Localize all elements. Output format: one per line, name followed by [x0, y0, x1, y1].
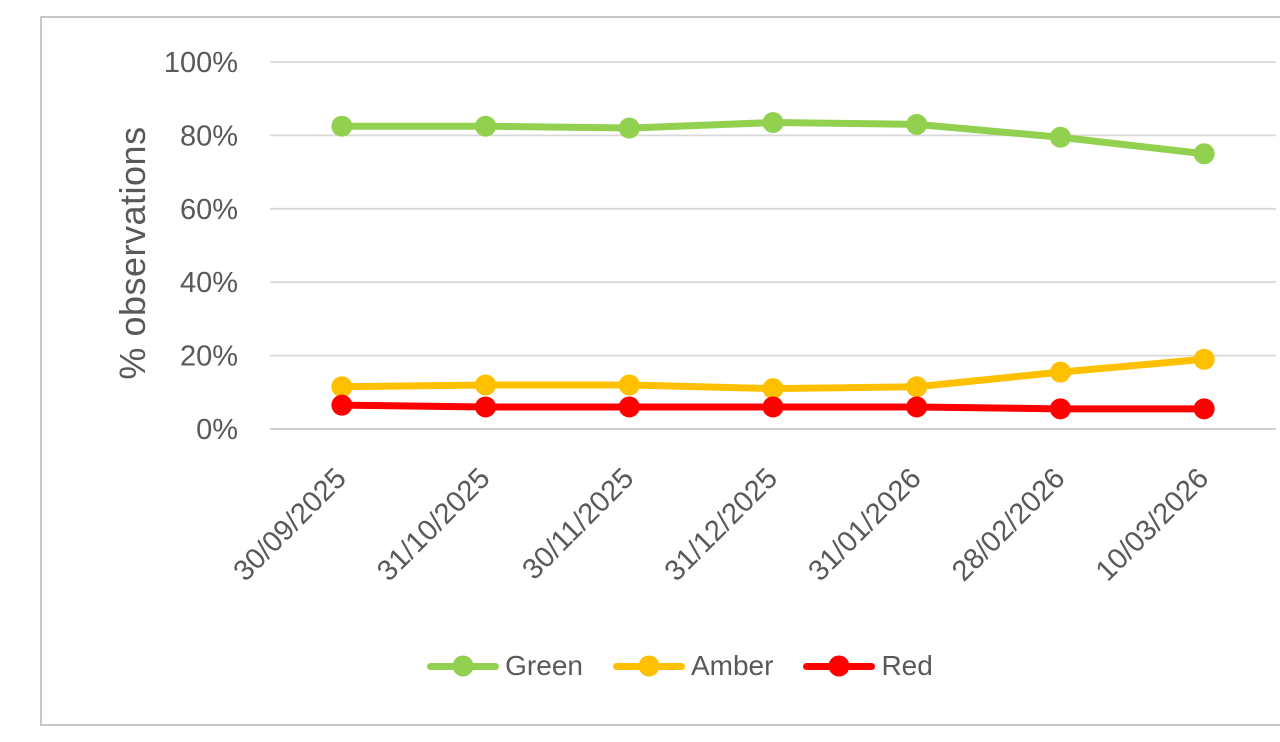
x-tick-label: 31/10/2025 [371, 462, 496, 587]
legend-dot-icon [828, 655, 850, 677]
legend-dot-icon [638, 655, 660, 677]
data-point-amber [906, 376, 928, 398]
data-point-green [1049, 126, 1071, 148]
y-tick-label: 100% [164, 47, 238, 79]
data-point-amber [331, 376, 353, 398]
plot-area: % observations 0% 20% 40% 60% 80% 100% 30/09/2… [112, 47, 1276, 588]
y-tick-label: 40% [180, 267, 238, 299]
data-point-red [475, 396, 497, 418]
legend-item-red: Red [803, 650, 933, 681]
data-point-amber [1193, 348, 1215, 370]
x-tick-label: 31/12/2025 [659, 462, 784, 587]
legend: Green Amber Red [42, 644, 1280, 688]
x-tick-label: 30/09/2025 [228, 462, 353, 587]
y-tick-label: 80% [180, 120, 238, 152]
data-point-red [906, 396, 928, 418]
data-point-red [762, 396, 784, 418]
legend-dot-icon [452, 655, 474, 677]
data-point-green [906, 113, 928, 135]
legend-item-green: Green [427, 652, 583, 680]
x-tick-label: 28/02/2026 [946, 462, 1071, 587]
data-point-red [1049, 398, 1071, 420]
data-point-green [1193, 143, 1215, 165]
legend-line-marker-icon [803, 655, 876, 677]
rag-observations-line-chart: % observations 0% 20% 40% 60% 80% 100% 30/09/2… [40, 16, 1280, 726]
data-point-amber [475, 374, 497, 396]
legend-item-amber: Amber [612, 650, 774, 681]
y-tick-label: 0% [196, 414, 238, 446]
data-point-amber [1049, 361, 1071, 383]
legend-label: Red [881, 650, 933, 681]
data-point-amber [762, 378, 784, 400]
x-tick-label: 10/03/2026 [1090, 462, 1215, 587]
legend-line-marker-icon [427, 655, 500, 677]
x-tick-label: 31/01/2026 [802, 462, 927, 587]
data-point-red [331, 394, 353, 416]
data-point-green [331, 115, 353, 137]
y-tick-label: 60% [180, 194, 238, 226]
x-tick-label: 30/11/2025 [516, 462, 640, 586]
data-point-green [762, 112, 784, 134]
data-point-amber [618, 374, 640, 396]
data-point-red [618, 396, 640, 418]
data-point-green [475, 115, 497, 137]
data-point-green [618, 117, 640, 139]
y-tick-label: 20% [180, 341, 238, 373]
legend-line-marker-icon [612, 655, 685, 677]
legend-label: Amber [690, 650, 774, 681]
data-point-red [1193, 398, 1215, 420]
y-axis-title: % observations [112, 126, 153, 379]
legend-label: Green [505, 650, 583, 681]
